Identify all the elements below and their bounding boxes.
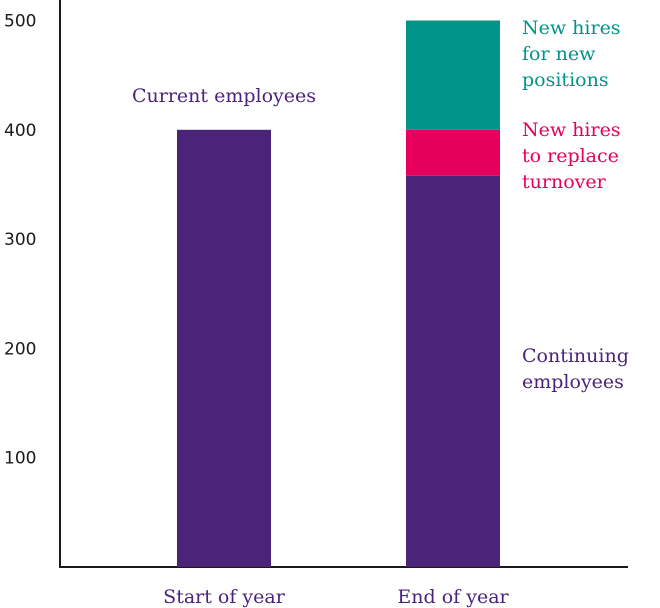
bars bbox=[177, 20, 500, 568]
bar-segment bbox=[406, 129, 500, 176]
y-tick-label: 200 bbox=[4, 339, 36, 359]
x-tick-label: Start of year bbox=[163, 586, 286, 608]
y-tick-label: 300 bbox=[4, 230, 36, 250]
annotation-label: New hires to replace turnover bbox=[522, 119, 621, 193]
annotation-label: Current employees bbox=[132, 85, 316, 107]
y-tick-labels: 100 200 300 400 500 bbox=[4, 12, 36, 469]
annotations: Current employees New hires for new positio… bbox=[132, 17, 629, 393]
axes bbox=[59, 0, 628, 568]
x-tick-label: End of year bbox=[397, 586, 509, 608]
bar-segment bbox=[406, 175, 500, 567]
y-tick-label: 500 bbox=[4, 12, 36, 32]
y-tick-label: 400 bbox=[4, 121, 36, 141]
annotation-label: Continuing employees bbox=[522, 345, 629, 393]
bar-segment bbox=[406, 20, 500, 130]
bar-segment bbox=[177, 129, 271, 568]
annotation-label: New hires for new positions bbox=[522, 17, 621, 91]
y-tick-label: 100 bbox=[4, 449, 36, 469]
x-tick-labels: Start of year End of year bbox=[163, 586, 509, 608]
